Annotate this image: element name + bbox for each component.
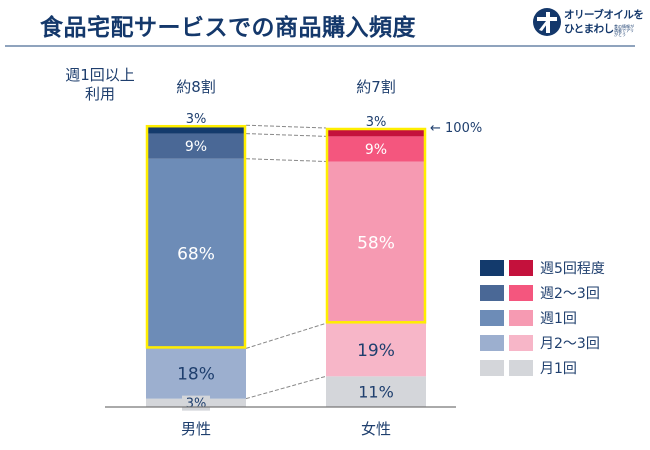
legend-swatch-male (480, 284, 504, 301)
legend-swatch-female (509, 284, 533, 301)
highlight-boxes (145, 124, 427, 349)
legend-label: 週5回程度 (540, 260, 605, 277)
data-label: 18% (177, 365, 215, 385)
data-label: 9% (185, 139, 207, 155)
bar-segment-female-0 (326, 376, 426, 407)
bar-segment-female-2 (326, 161, 426, 324)
legend-swatch-male (480, 259, 504, 276)
legend-label: 週2〜3回 (540, 285, 600, 302)
data-label: 68% (177, 245, 215, 265)
page-title: 食品宅配サービスでの商品購入頻度 (40, 15, 416, 41)
data-label: 58% (357, 233, 395, 253)
data-label: 3% (186, 397, 207, 412)
weekly-usage-label: 週1回以上 利用 (40, 66, 160, 104)
legend: 週5回程度 週2〜3回 週1回 月2〜3回 月1回 (480, 255, 605, 380)
bar-segment-male-3 (146, 133, 246, 159)
brand-logo: オリーブオイルを ひとまわし 食の情報が 満載でアリがとう (532, 6, 644, 38)
bar-segment-female-4 (326, 128, 426, 137)
legend-label: 月2〜3回 (540, 335, 600, 352)
title-divider (5, 45, 635, 47)
total-100-marker: ← 100% (430, 121, 482, 136)
weekly-usage-label-line2: 利用 (84, 85, 115, 103)
logo-text-line1: オリーブオイルを (564, 9, 644, 21)
legend-swatch-male (480, 309, 504, 326)
category-label-male: 男性 (180, 420, 211, 438)
legend-item: 月2〜3回 (480, 330, 605, 355)
connector-line (245, 322, 327, 349)
legend-swatch-male (480, 334, 504, 351)
bar-segment-female-1 (326, 323, 426, 377)
male-weekly-ratio: 約8割 (176, 78, 216, 96)
connector-line (245, 124, 327, 129)
legend-swatch-female (509, 259, 533, 276)
category-label-female: 女性 (360, 420, 391, 438)
legend-swatch-male (480, 359, 504, 376)
connector-line (245, 158, 327, 162)
bar-segment-male-1 (146, 348, 246, 399)
connector-lines (245, 124, 327, 400)
weekly-usage-label-line1: 週1回以上 (65, 66, 135, 84)
data-label: 11% (358, 383, 394, 402)
legend-swatch-female (509, 334, 533, 351)
connector-line (245, 375, 327, 400)
connector-line (245, 133, 327, 137)
data-label: 9% (365, 142, 387, 158)
logo-tagline: 食の情報が 満載でアリがとう (614, 24, 634, 37)
bars (146, 125, 426, 407)
weekly-highlight-box-male (145, 124, 247, 349)
legend-item: 週5回程度 (480, 255, 605, 280)
legend-label: 週1回 (540, 310, 577, 327)
legend-swatch-female (509, 309, 533, 326)
bar-segment-female-3 (326, 136, 426, 162)
legend-item: 週2〜3回 (480, 280, 605, 305)
data-labels: 3% 11% 18% 19% 68% 58% 9% 9% 3% 3% (177, 112, 395, 411)
legend-item: 週1回 (480, 305, 605, 330)
bar-segment-male-4 (146, 125, 246, 134)
data-label: 3% (366, 115, 387, 130)
legend-swatch-female (509, 359, 533, 376)
weekly-highlight-box-female (325, 127, 427, 324)
data-label: 3% (186, 112, 207, 127)
female-weekly-ratio: 約7割 (356, 78, 396, 96)
logo-text-line2: ひとまわし (564, 23, 614, 35)
bar-segment-male-2 (146, 158, 246, 349)
data-label: 19% (357, 341, 395, 361)
olive-oil-logo-icon (533, 8, 561, 36)
legend-label: 月1回 (540, 360, 577, 377)
legend-item: 月1回 (480, 355, 605, 380)
